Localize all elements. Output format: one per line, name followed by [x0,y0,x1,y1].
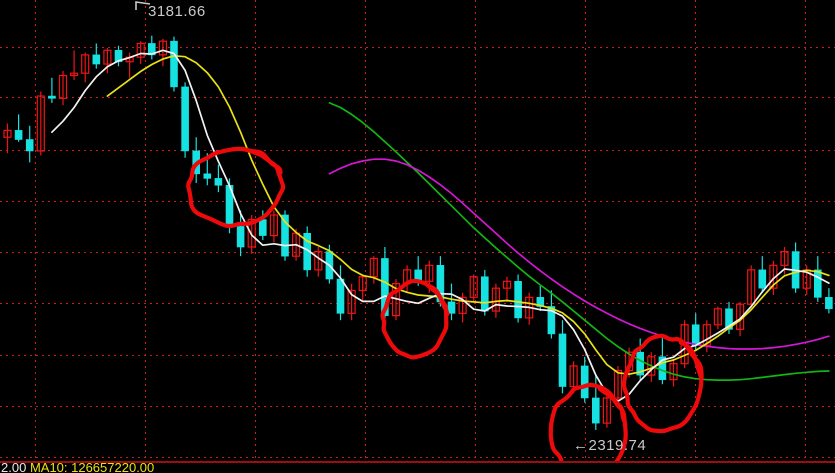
hand-drawn-annotations: 3181.66 ←2319.74 [135,1,704,462]
candle [536,285,545,312]
candle [36,91,45,156]
low-price-label: ←2319.74 [573,437,646,454]
candle [825,288,833,314]
hand-drawn-circle-1 [186,146,286,229]
candle [170,36,178,92]
candle [269,210,278,243]
volume-value: 2.00 [1,463,27,473]
gridline-vertical-6 [695,0,696,462]
candle [669,359,678,387]
hand-drawn-circle-2 [380,278,450,360]
volume-panel[interactable]: 2.00 MA10: 126657220.00 [0,463,835,473]
candle [458,292,467,323]
candle [236,210,245,257]
gridline-vertical-5 [585,0,586,462]
candle [48,77,56,103]
candle [602,393,612,428]
high-callout-pointer-icon [135,1,151,10]
gridline-horizontal-8 [0,457,835,458]
candle [347,283,356,321]
price-chart-panel[interactable]: 3181.66 ←2319.74 [0,0,835,462]
panel-divider [0,461,835,463]
candle [514,274,522,323]
candle [758,256,767,293]
candle [214,164,223,193]
volume-ma10-label: MA10: 126657220.00 [29,463,155,473]
candle [713,306,723,330]
candle [92,43,101,69]
gridline-horizontal-4 [0,252,835,253]
candle [25,125,34,163]
ma10-line [106,54,830,376]
candle [502,276,512,302]
gridline-horizontal-2 [0,150,835,151]
candle [358,274,367,302]
gridline-horizontal-0 [0,47,835,48]
candle [181,82,189,158]
candle [103,48,112,74]
candlestick-series [3,35,833,430]
candle [747,265,756,307]
candle [469,274,478,302]
candle [281,210,289,261]
high-price-label: 3181.66 [148,3,206,20]
gridline-horizontal-3 [0,201,835,202]
candle [14,114,23,142]
candle [69,50,79,81]
candle [636,338,645,380]
candle [547,290,556,339]
candle [81,52,90,83]
gridline-vertical-4 [475,0,476,462]
gridline-vertical-1 [145,0,146,462]
hand-drawn-circle-4 [621,333,704,434]
candle [580,356,589,403]
candle [813,256,822,302]
candle [558,320,567,394]
gridline-vertical-7 [805,0,806,462]
candle [148,35,156,60]
candle [369,256,378,284]
candle [3,123,12,154]
candle [58,70,68,106]
candle [158,38,167,67]
candle [447,283,456,321]
candle [136,41,145,65]
ma60-line [328,158,830,350]
gridline-horizontal-7 [0,406,835,407]
gridline-vertical-3 [365,0,366,462]
gridline-vertical-0 [35,0,36,462]
gridline-horizontal-1 [0,97,835,98]
volume-legend: 2.00 MA10: 126657220.00 [1,463,154,473]
